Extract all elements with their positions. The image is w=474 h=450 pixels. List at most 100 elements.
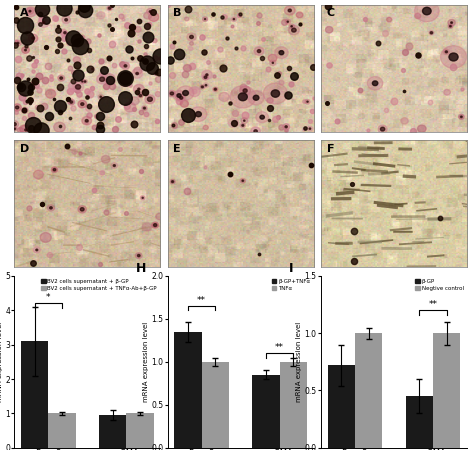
Circle shape — [287, 21, 289, 22]
Circle shape — [170, 92, 173, 95]
Circle shape — [180, 97, 183, 99]
Circle shape — [183, 65, 191, 72]
Circle shape — [63, 31, 67, 35]
Circle shape — [242, 180, 244, 181]
Circle shape — [292, 28, 296, 32]
Circle shape — [154, 224, 157, 226]
Bar — [99, 415, 126, 448]
Circle shape — [124, 102, 136, 112]
Circle shape — [82, 117, 91, 125]
Circle shape — [307, 101, 308, 102]
Circle shape — [256, 112, 268, 123]
Circle shape — [418, 125, 426, 132]
Circle shape — [134, 67, 142, 74]
Bar — [201, 362, 229, 448]
Circle shape — [138, 93, 143, 98]
Circle shape — [206, 74, 208, 76]
Circle shape — [189, 87, 200, 97]
Circle shape — [75, 85, 81, 89]
Circle shape — [401, 117, 408, 124]
Circle shape — [139, 94, 142, 97]
Circle shape — [238, 93, 247, 101]
Circle shape — [231, 17, 237, 21]
Circle shape — [12, 123, 16, 126]
Circle shape — [241, 118, 247, 124]
Bar — [280, 362, 307, 448]
Circle shape — [109, 7, 111, 9]
Circle shape — [92, 68, 93, 70]
Text: *: * — [46, 293, 50, 302]
Circle shape — [205, 18, 206, 20]
Circle shape — [448, 24, 453, 28]
Circle shape — [429, 31, 434, 35]
Circle shape — [444, 90, 450, 95]
Circle shape — [230, 86, 255, 108]
Circle shape — [204, 76, 207, 78]
Circle shape — [25, 7, 36, 17]
Circle shape — [51, 167, 57, 172]
Circle shape — [142, 197, 143, 198]
Circle shape — [381, 127, 385, 131]
Circle shape — [12, 127, 17, 131]
Y-axis label: mRNA expression level: mRNA expression level — [297, 322, 302, 402]
Circle shape — [203, 126, 208, 130]
Circle shape — [445, 51, 447, 53]
Circle shape — [46, 90, 56, 98]
Circle shape — [113, 165, 115, 166]
Circle shape — [254, 130, 257, 133]
Text: F: F — [327, 144, 334, 154]
Circle shape — [285, 19, 291, 24]
Circle shape — [60, 77, 63, 79]
Circle shape — [202, 17, 208, 21]
Circle shape — [201, 86, 203, 88]
Circle shape — [100, 171, 104, 175]
Circle shape — [62, 16, 70, 23]
Circle shape — [291, 26, 292, 27]
Circle shape — [78, 100, 87, 108]
Circle shape — [240, 123, 246, 128]
Circle shape — [168, 90, 175, 97]
Circle shape — [202, 75, 209, 80]
Circle shape — [248, 90, 264, 105]
Circle shape — [84, 81, 86, 82]
Circle shape — [460, 116, 462, 117]
Circle shape — [373, 81, 378, 86]
Circle shape — [267, 98, 273, 103]
Circle shape — [16, 106, 19, 109]
Circle shape — [270, 60, 276, 66]
Circle shape — [284, 6, 295, 15]
Circle shape — [152, 222, 158, 228]
Circle shape — [257, 50, 261, 53]
Circle shape — [135, 27, 141, 32]
Circle shape — [253, 95, 259, 100]
Circle shape — [289, 25, 299, 35]
Circle shape — [240, 86, 251, 95]
Text: A: A — [20, 8, 29, 18]
Circle shape — [243, 89, 247, 92]
Circle shape — [25, 129, 27, 131]
Circle shape — [296, 12, 303, 18]
Circle shape — [27, 8, 34, 14]
Circle shape — [140, 196, 145, 200]
Circle shape — [195, 112, 201, 117]
Circle shape — [50, 207, 52, 209]
Circle shape — [13, 104, 21, 111]
Circle shape — [61, 33, 67, 37]
Circle shape — [156, 213, 164, 220]
Circle shape — [153, 39, 157, 43]
Circle shape — [271, 90, 280, 97]
Circle shape — [440, 45, 466, 68]
Circle shape — [23, 39, 30, 45]
Circle shape — [190, 107, 207, 122]
Circle shape — [137, 254, 140, 257]
Text: **: ** — [428, 300, 438, 309]
Circle shape — [130, 97, 139, 105]
Circle shape — [148, 13, 159, 22]
Circle shape — [448, 19, 456, 26]
Circle shape — [200, 85, 205, 89]
Circle shape — [53, 169, 56, 171]
Circle shape — [142, 106, 147, 110]
Text: B: B — [173, 8, 182, 18]
Text: **: ** — [275, 343, 284, 352]
Circle shape — [40, 233, 51, 242]
